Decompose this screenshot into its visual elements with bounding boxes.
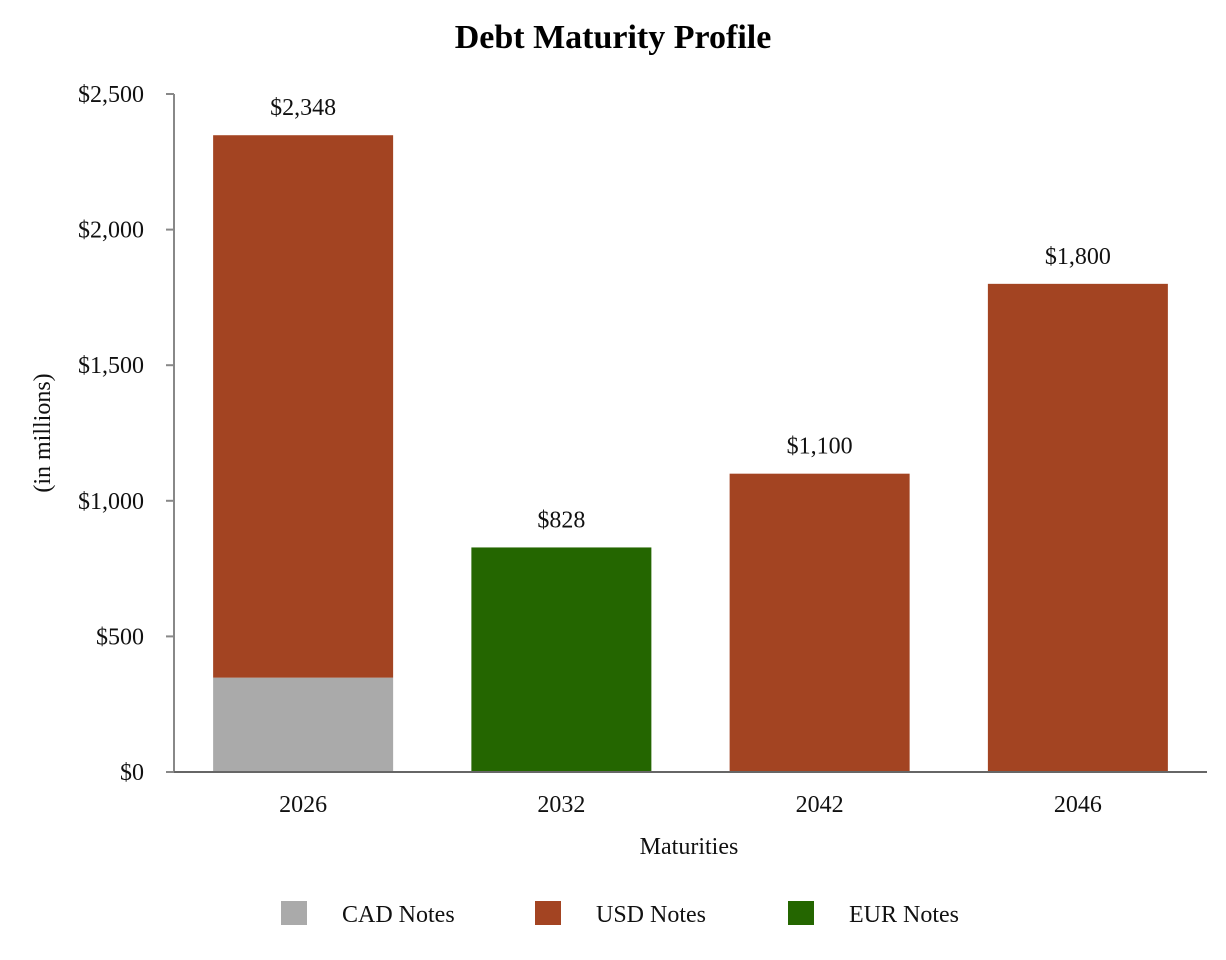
bar-total-label-2032: $828 xyxy=(537,507,585,533)
bar-usd-notes-2026 xyxy=(213,135,394,678)
y-axis-ticks: $0 $500 $1,000 $1,500 $2,000 $2,500 xyxy=(78,82,174,786)
x-tick-label-2042: 2042 xyxy=(796,792,844,818)
x-tick-label-2032: 2032 xyxy=(537,792,585,818)
chart-legend: CAD Notes USD Notes EUR Notes xyxy=(281,901,959,928)
y-tick-label: $1,000 xyxy=(78,489,144,515)
bar-usd-notes-2046 xyxy=(987,283,1168,772)
x-tick-label-2026: 2026 xyxy=(279,792,327,818)
bar-cad-notes-2026 xyxy=(213,677,394,772)
legend-label-cad-notes: CAD Notes xyxy=(342,902,455,928)
bar-total-label-2046: $1,800 xyxy=(1045,244,1111,270)
chart-title: Debt Maturity Profile xyxy=(455,19,772,56)
y-tick-label: $0 xyxy=(120,760,144,786)
x-axis-label: Maturities xyxy=(640,834,739,860)
y-tick-label: $1,500 xyxy=(78,353,144,379)
bar-total-labels: $2,348 $828 $1,100 $1,800 xyxy=(270,95,1111,533)
bar-eur-notes-2032 xyxy=(471,547,652,772)
y-tick-label: $2,000 xyxy=(78,218,144,244)
y-axis-label: (in millions) xyxy=(30,373,56,492)
legend-swatch-usd-notes xyxy=(535,901,561,925)
y-tick-label: $500 xyxy=(96,624,144,650)
legend-label-usd-notes: USD Notes xyxy=(596,902,706,928)
bar-total-label-2026: $2,348 xyxy=(270,95,336,121)
legend-swatch-eur-notes xyxy=(788,901,814,925)
legend-swatch-cad-notes xyxy=(281,901,307,925)
bar-total-label-2042: $1,100 xyxy=(787,434,853,460)
bar-usd-notes-2042 xyxy=(729,473,910,772)
bar-group xyxy=(213,135,1168,772)
y-tick-label: $2,500 xyxy=(78,82,144,108)
x-axis-ticks: 2026 2032 2042 2046 xyxy=(279,792,1102,818)
x-tick-label-2046: 2046 xyxy=(1054,792,1102,818)
legend-label-eur-notes: EUR Notes xyxy=(849,902,959,928)
